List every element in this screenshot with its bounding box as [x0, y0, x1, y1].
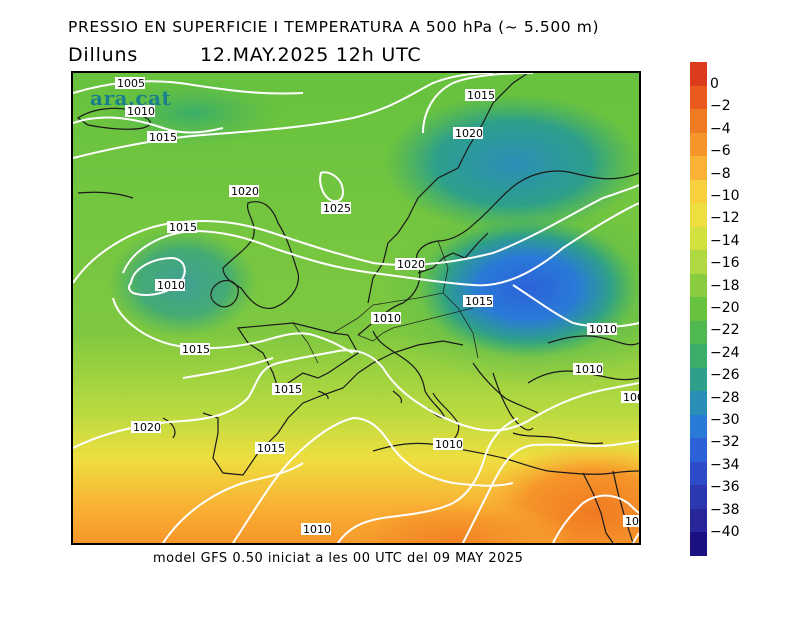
isobar-label: 100: [623, 391, 639, 404]
colorbar-label: −40: [710, 524, 740, 540]
colorbar-label: −4: [710, 120, 731, 137]
isobar-labels: 1005 1010 1015 1015 1020 1025 1020 1015 …: [115, 77, 639, 536]
cold-core: [418, 218, 638, 358]
map-subtitle: Dilluns 12.MAY.2025 12h UTC: [68, 44, 421, 66]
colorbar-segment: [690, 250, 707, 275]
northern-cold-zone: [383, 93, 639, 233]
isobar-label: 1010: [435, 438, 463, 451]
isobar-label: 1015: [169, 221, 197, 234]
colorbar-segment: [690, 391, 707, 416]
north-atlantic-zone: [103, 78, 283, 148]
isobar-label: 1015: [465, 295, 493, 308]
colorbar-label: −30: [710, 412, 740, 428]
isobar-label: 1015: [257, 442, 285, 455]
colorbar-label: −2: [710, 98, 731, 115]
isobar-label: 1010: [373, 312, 401, 325]
colorbar-label: −34: [710, 456, 740, 473]
colorbar-label: −28: [710, 389, 740, 406]
colorbar-segment: [690, 297, 707, 322]
colorbar-segment: [690, 320, 707, 345]
colorbar-label: −14: [710, 232, 740, 249]
colorbar-label: −8: [710, 165, 731, 182]
isobar-label: 10: [625, 515, 639, 528]
colorbar-segment: [690, 132, 707, 157]
colorbar-segment: [690, 532, 707, 557]
map-canvas: 1005 1010 1015 1015 1020 1025 1020 1015 …: [73, 73, 639, 543]
colorbar-segment: [690, 508, 707, 533]
colorbar-segment: [690, 156, 707, 181]
map-title: PRESSIO EN SUPERFICIE I TEMPERATURA A 50…: [68, 18, 600, 36]
colorbar-segment: [690, 85, 707, 110]
colorbar-label: −10: [710, 188, 740, 204]
isobar-label: 1020: [231, 185, 259, 198]
colorbar-label: −12: [710, 210, 740, 227]
colorbar-segment: [690, 109, 707, 134]
colorbar-segment: [690, 414, 707, 439]
colorbar-segment: [690, 461, 707, 486]
colorbar-label: −22: [710, 322, 740, 339]
colorbar-segment: [690, 438, 707, 463]
colorbar-segment: [690, 273, 707, 298]
colorbar-label: −32: [710, 434, 740, 451]
model-footer: model GFS 0.50 iniciat a les 00 UTC del …: [153, 551, 524, 566]
colorbar-segment: [690, 367, 707, 392]
colorbar-segment: [690, 62, 707, 87]
warm-zone-west: [333, 498, 573, 543]
isobar-label: 1020: [455, 127, 483, 140]
isobar-label: 1010: [303, 523, 331, 536]
isobar-label: 1010: [157, 279, 185, 292]
colorbar-label: 0: [710, 76, 719, 92]
colorbar-segment: [690, 485, 707, 510]
colorbar-segment: [690, 179, 707, 204]
datetime-label: 12.MAY.2025 12h UTC: [200, 44, 422, 66]
isobar-label: 1010: [589, 323, 617, 336]
isobar-label: 1015: [274, 383, 302, 396]
colorbar-label: −16: [710, 255, 740, 272]
colorbar-label: −26: [710, 367, 740, 384]
borders: [292, 240, 479, 364]
isobar-label: 1015: [182, 343, 210, 356]
ara-cat-logo: ara.cat: [90, 86, 172, 110]
temperature-colorbar: [690, 62, 707, 557]
colorbar-label: −24: [710, 344, 740, 361]
colorbar-segment: [690, 203, 707, 228]
colorbar-label: −38: [710, 501, 740, 518]
colorbar-label: −20: [710, 300, 740, 316]
colorbar-segment: [690, 344, 707, 369]
weather-map: 1005 1010 1015 1015 1020 1025 1020 1015 …: [71, 71, 641, 545]
isobar-label: 1015: [149, 131, 177, 144]
colorbar-label: −36: [710, 479, 740, 496]
isobar-label: 1020: [397, 258, 425, 271]
colorbar-label: −6: [710, 143, 731, 160]
day-label: Dilluns: [68, 44, 139, 66]
isobar-label: 1025: [323, 202, 351, 215]
isobar-label: 1010: [127, 105, 155, 118]
isobar-label: 1010: [575, 363, 603, 376]
isobar-label: 1015: [467, 89, 495, 102]
colorbar-segment: [690, 226, 707, 251]
isobar-label: 1020: [133, 421, 161, 434]
colorbar-label: −18: [710, 277, 740, 294]
isobar-label: 1005: [117, 77, 145, 90]
